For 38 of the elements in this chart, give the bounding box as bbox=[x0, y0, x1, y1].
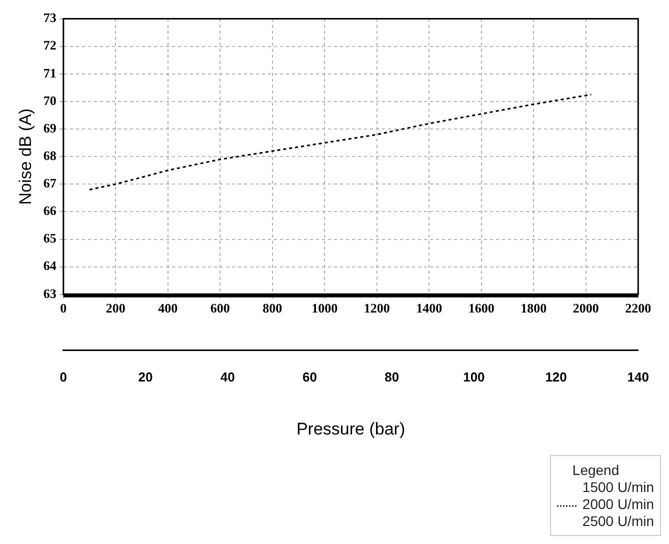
x-tick-label: 1600 bbox=[468, 300, 494, 316]
y-tick-label: 66 bbox=[43, 203, 57, 218]
x2-tick-label: 60 bbox=[302, 369, 317, 384]
x-tick-label: 2000 bbox=[572, 300, 599, 316]
x2-tick-label: 0 bbox=[60, 369, 68, 384]
x-tick-label: 0 bbox=[60, 300, 67, 316]
y-tick-label: 69 bbox=[43, 120, 57, 136]
y-tick-label: 72 bbox=[43, 38, 56, 53]
y-tick-label: 65 bbox=[43, 230, 57, 246]
y-tick-label: 64 bbox=[43, 258, 57, 274]
x2-tick-label: 40 bbox=[220, 369, 235, 384]
legend-title: Legend bbox=[572, 461, 620, 479]
y-tick-label: 63 bbox=[43, 286, 57, 301]
x-tick-label: 600 bbox=[210, 300, 230, 316]
x-tick-label: 1400 bbox=[416, 300, 442, 316]
legend-label: 2000 U/min bbox=[582, 496, 654, 513]
x-tick-label: 200 bbox=[106, 300, 126, 316]
y-tick-label: 70 bbox=[43, 92, 56, 108]
x2-tick-label: 20 bbox=[138, 369, 153, 384]
x-tick-label: 1800 bbox=[520, 300, 547, 316]
text: 1500 U/min bbox=[582, 479, 654, 496]
text: 2500 U/min bbox=[582, 513, 654, 530]
x-tick-label: 1200 bbox=[364, 300, 390, 316]
x2-axis-title: Pressure (bar) bbox=[296, 419, 406, 438]
y-tick-label: 71 bbox=[43, 65, 56, 80]
x-tick-label: 1000 bbox=[312, 300, 338, 316]
x-tick-label: 800 bbox=[262, 300, 282, 316]
x2-tick-label: 100 bbox=[463, 369, 485, 384]
y-tick-label: 67 bbox=[43, 176, 57, 191]
y-axis-title: Noise dB (A) bbox=[16, 108, 35, 205]
x2-tick-label: 120 bbox=[545, 369, 567, 384]
x2-tick-label: 80 bbox=[384, 369, 400, 384]
x-tick-label: 2200 bbox=[625, 300, 652, 316]
line-series bbox=[88, 94, 592, 190]
y-tick-label: 68 bbox=[43, 148, 57, 163]
y-tick-label: 73 bbox=[43, 10, 57, 26]
x-tick-label: 400 bbox=[158, 300, 178, 316]
x2-tick-label: 140 bbox=[627, 369, 650, 384]
